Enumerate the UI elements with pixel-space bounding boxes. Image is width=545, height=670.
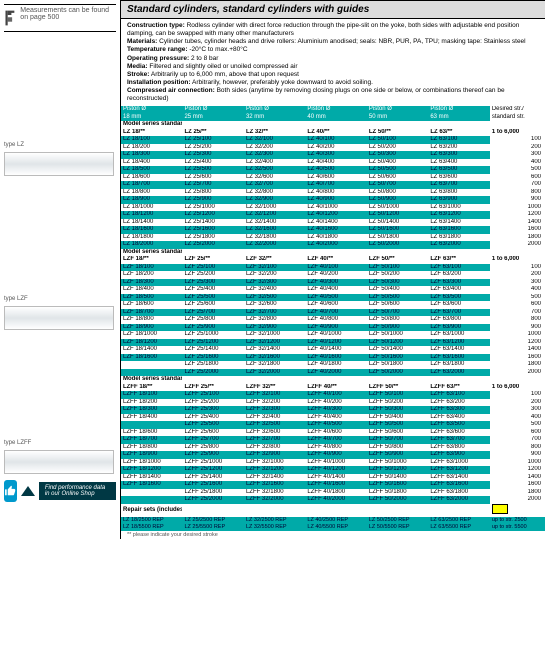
table-row: LZFF 18/1400LZFF 25/1400LZFF 32/1400LZFF…	[121, 474, 545, 482]
table-row: LZF 18/1000LZF 25/1000LZF 32/1000LZF 40/…	[121, 331, 545, 339]
table-row: LZF 18/700LZF 25/700LZF 32/700LZF 40/700…	[121, 309, 545, 317]
spec-line: Installation position: Arbitrarily, howe…	[127, 79, 539, 87]
section-header: Model series standard	[121, 121, 545, 129]
table-row: LZ 18/400LZ 25/400LZ 32/400LZ 40/400LZ 5…	[121, 159, 545, 167]
model-header: LZF 18/**LZF 25/**LZF 32/**LZF 40/**LZF …	[121, 256, 545, 264]
cylinder-image	[4, 152, 114, 176]
section-header: Model series standard with sliding guide…	[121, 249, 545, 257]
repair-header: Repair sets (includes all the wear parts…	[121, 504, 545, 518]
model-header: LZFF 18/**LZFF 25/**LZFF 32/**LZFF 40/**…	[121, 384, 545, 392]
table-row: LZ 18/2000LZ 25/2000LZ 32/2000LZ 40/2000…	[121, 241, 545, 249]
table-row: LZF 18/600LZF 25/600LZF 32/600LZF 40/600…	[121, 301, 545, 309]
table-row: LZF 18/800LZF 25/800LZF 32/800LZF 40/800…	[121, 316, 545, 324]
table-row: LZ 18/100LZ 25/100LZ 32/100LZ 40/100LZ 5…	[121, 136, 545, 144]
table-row: LZF 25/1800LZF 32/1800LZF 40/1800LZF 50/…	[121, 361, 545, 369]
product-table: Piston Ø18 mmPiston Ø25 mmPiston Ø32 mmP…	[121, 106, 545, 531]
table-row: LZFF 18/200LZFF 25/200LZFF 32/200LZFF 40…	[121, 399, 545, 407]
spec-line: Temperature range: -20°C to max.+80°C	[127, 46, 539, 54]
table-header: Piston Ø18 mmPiston Ø25 mmPiston Ø32 mmP…	[121, 106, 545, 121]
cylinder-type-label: type LZF	[4, 296, 116, 302]
table-row: LZFF 25/1800LZFF 32/1800LZFF 40/1800LZFF…	[121, 489, 545, 497]
cylinder-image	[4, 306, 114, 330]
repair-row: LZ 18/5500 REPLZ 25/5500 REPLZ 32/5500 R…	[121, 524, 545, 531]
table-row: LZF 18/1600LZF 25/1600LZF 32/1600LZF 40/…	[121, 354, 545, 362]
table-row: LZF 25/2000LZF 32/2000LZF 40/2000LZF 50/…	[121, 369, 545, 377]
table-row: LZ 18/300LZ 25/300LZ 32/300LZ 40/300LZ 5…	[121, 151, 545, 159]
table-row: LZF 18/1200LZF 25/1200LZF 32/1200LZF 40/…	[121, 339, 545, 347]
tip-icon	[21, 486, 35, 496]
spec-line: Stroke: Arbitrarily up to 6,000 mm, abov…	[127, 71, 539, 79]
footnote: ** please indicate your desired stroke	[121, 531, 545, 539]
table-row: LZ 18/1600LZ 25/1600LZ 32/1600LZ 40/1600…	[121, 226, 545, 234]
specs-block: Construction type: Rodless cylinder with…	[121, 19, 545, 106]
table-row: LZFF 25/500LZFF 32/500LZFF 40/500LZFF 50…	[121, 421, 545, 429]
table-row: LZ 18/1200LZ 25/1200LZ 32/1200LZ 40/1200…	[121, 211, 545, 219]
cylinder-type-label: type LZ	[4, 142, 116, 148]
table-row: LZF 18/400LZF 25/400LZF 32/400LZF 40/400…	[121, 286, 545, 294]
table-row: LZ 18/1400LZ 25/1400LZ 32/1400LZ 40/1400…	[121, 219, 545, 227]
spec-line: Compressed air connection: Both sides (a…	[127, 87, 539, 103]
measurements-note: Measurements can be found on page 500	[20, 7, 116, 21]
table-row: LZFF 18/100LZFF 25/100LZFF 32/100LZFF 40…	[121, 391, 545, 399]
cylinder-type-label: type LZFF	[4, 440, 116, 446]
table-row: LZF 18/100LZF 25/100LZF 32/100LZF 40/100…	[121, 264, 545, 272]
spec-line: Operating pressure: 2 to 8 bar	[127, 55, 539, 63]
table-row: LZF 18/300LZF 25/300LZF 32/300LZF 40/300…	[121, 279, 545, 287]
table-row: LZFF 18/900LZFF 25/900LZFF 32/900LZFF 40…	[121, 451, 545, 459]
table-row: LZFF 18/700LZFF 25/700LZFF 32/700LZFF 40…	[121, 436, 545, 444]
table-row: LZFF 25/2000LZFF 32/2000LZFF 40/2000LZFF…	[121, 496, 545, 504]
caliper-icon	[4, 7, 17, 29]
table-row: LZF 18/200LZF 25/200LZF 32/200LZF 40/200…	[121, 271, 545, 279]
section-header: Model series standard with double slidin…	[121, 376, 545, 384]
table-row: LZ 18/1800LZ 25/1800LZ 32/1800LZ 40/1800…	[121, 234, 545, 242]
online-shop-badge: Find performance data in our Online Shop	[39, 482, 116, 500]
table-row: LZF 18/1400LZF 25/1400LZF 32/1400LZF 40/…	[121, 346, 545, 354]
table-row: LZ 18/600LZ 25/600LZ 32/600LZ 40/600LZ 5…	[121, 174, 545, 182]
table-row: LZF 18/500LZF 25/500LZF 32/500LZF 40/500…	[121, 294, 545, 302]
table-row: LZ 18/900LZ 25/900LZ 32/900LZ 40/900LZ 5…	[121, 196, 545, 204]
table-row: LZFF 18/1200LZFF 25/1200LZFF 32/1200LZFF…	[121, 466, 545, 474]
spec-line: Construction type: Rodless cylinder with…	[127, 22, 539, 38]
table-row: LZFF 18/600LZFF 25/600LZFF 32/600LZFF 40…	[121, 429, 545, 437]
table-row: LZFF 18/400LZFF 25/400LZFF 32/400LZFF 40…	[121, 414, 545, 422]
table-row: LZ 18/700LZ 25/700LZ 32/700LZ 40/700LZ 5…	[121, 181, 545, 189]
model-header: LZ 18/**LZ 25/**LZ 32/**LZ 40/**LZ 50/**…	[121, 129, 545, 137]
table-row: LZ 18/1000LZ 25/1000LZ 32/1000LZ 40/1000…	[121, 204, 545, 212]
repair-row: LZ 18/2500 REPLZ 25/2500 REPLZ 32/2500 R…	[121, 517, 545, 524]
thumbs-up-icon	[4, 480, 17, 502]
table-row: LZ 18/800LZ 25/800LZ 32/800LZ 40/800LZ 5…	[121, 189, 545, 197]
table-row: LZ 18/200LZ 25/200LZ 32/200LZ 40/200LZ 5…	[121, 144, 545, 152]
page-title: Standard cylinders, standard cylinders w…	[121, 0, 545, 19]
table-row: LZFF 18/800LZFF 25/800LZFF 32/800LZFF 40…	[121, 444, 545, 452]
table-row: LZ 18/500LZ 25/500LZ 32/500LZ 40/500LZ 5…	[121, 166, 545, 174]
spec-line: Media: Filtered and slightly oiled or un…	[127, 63, 539, 71]
table-row: LZF 18/900LZF 25/900LZF 32/900LZF 40/900…	[121, 324, 545, 332]
table-row: LZFF 18/1600LZFF 25/1600LZFF 32/1600LZFF…	[121, 481, 545, 489]
table-row: LZFF 18/1000LZFF 25/1000LZFF 32/1000LZFF…	[121, 459, 545, 467]
table-row: LZFF 18/300LZFF 25/300LZFF 32/300LZFF 40…	[121, 406, 545, 414]
cylinder-image	[4, 450, 114, 474]
